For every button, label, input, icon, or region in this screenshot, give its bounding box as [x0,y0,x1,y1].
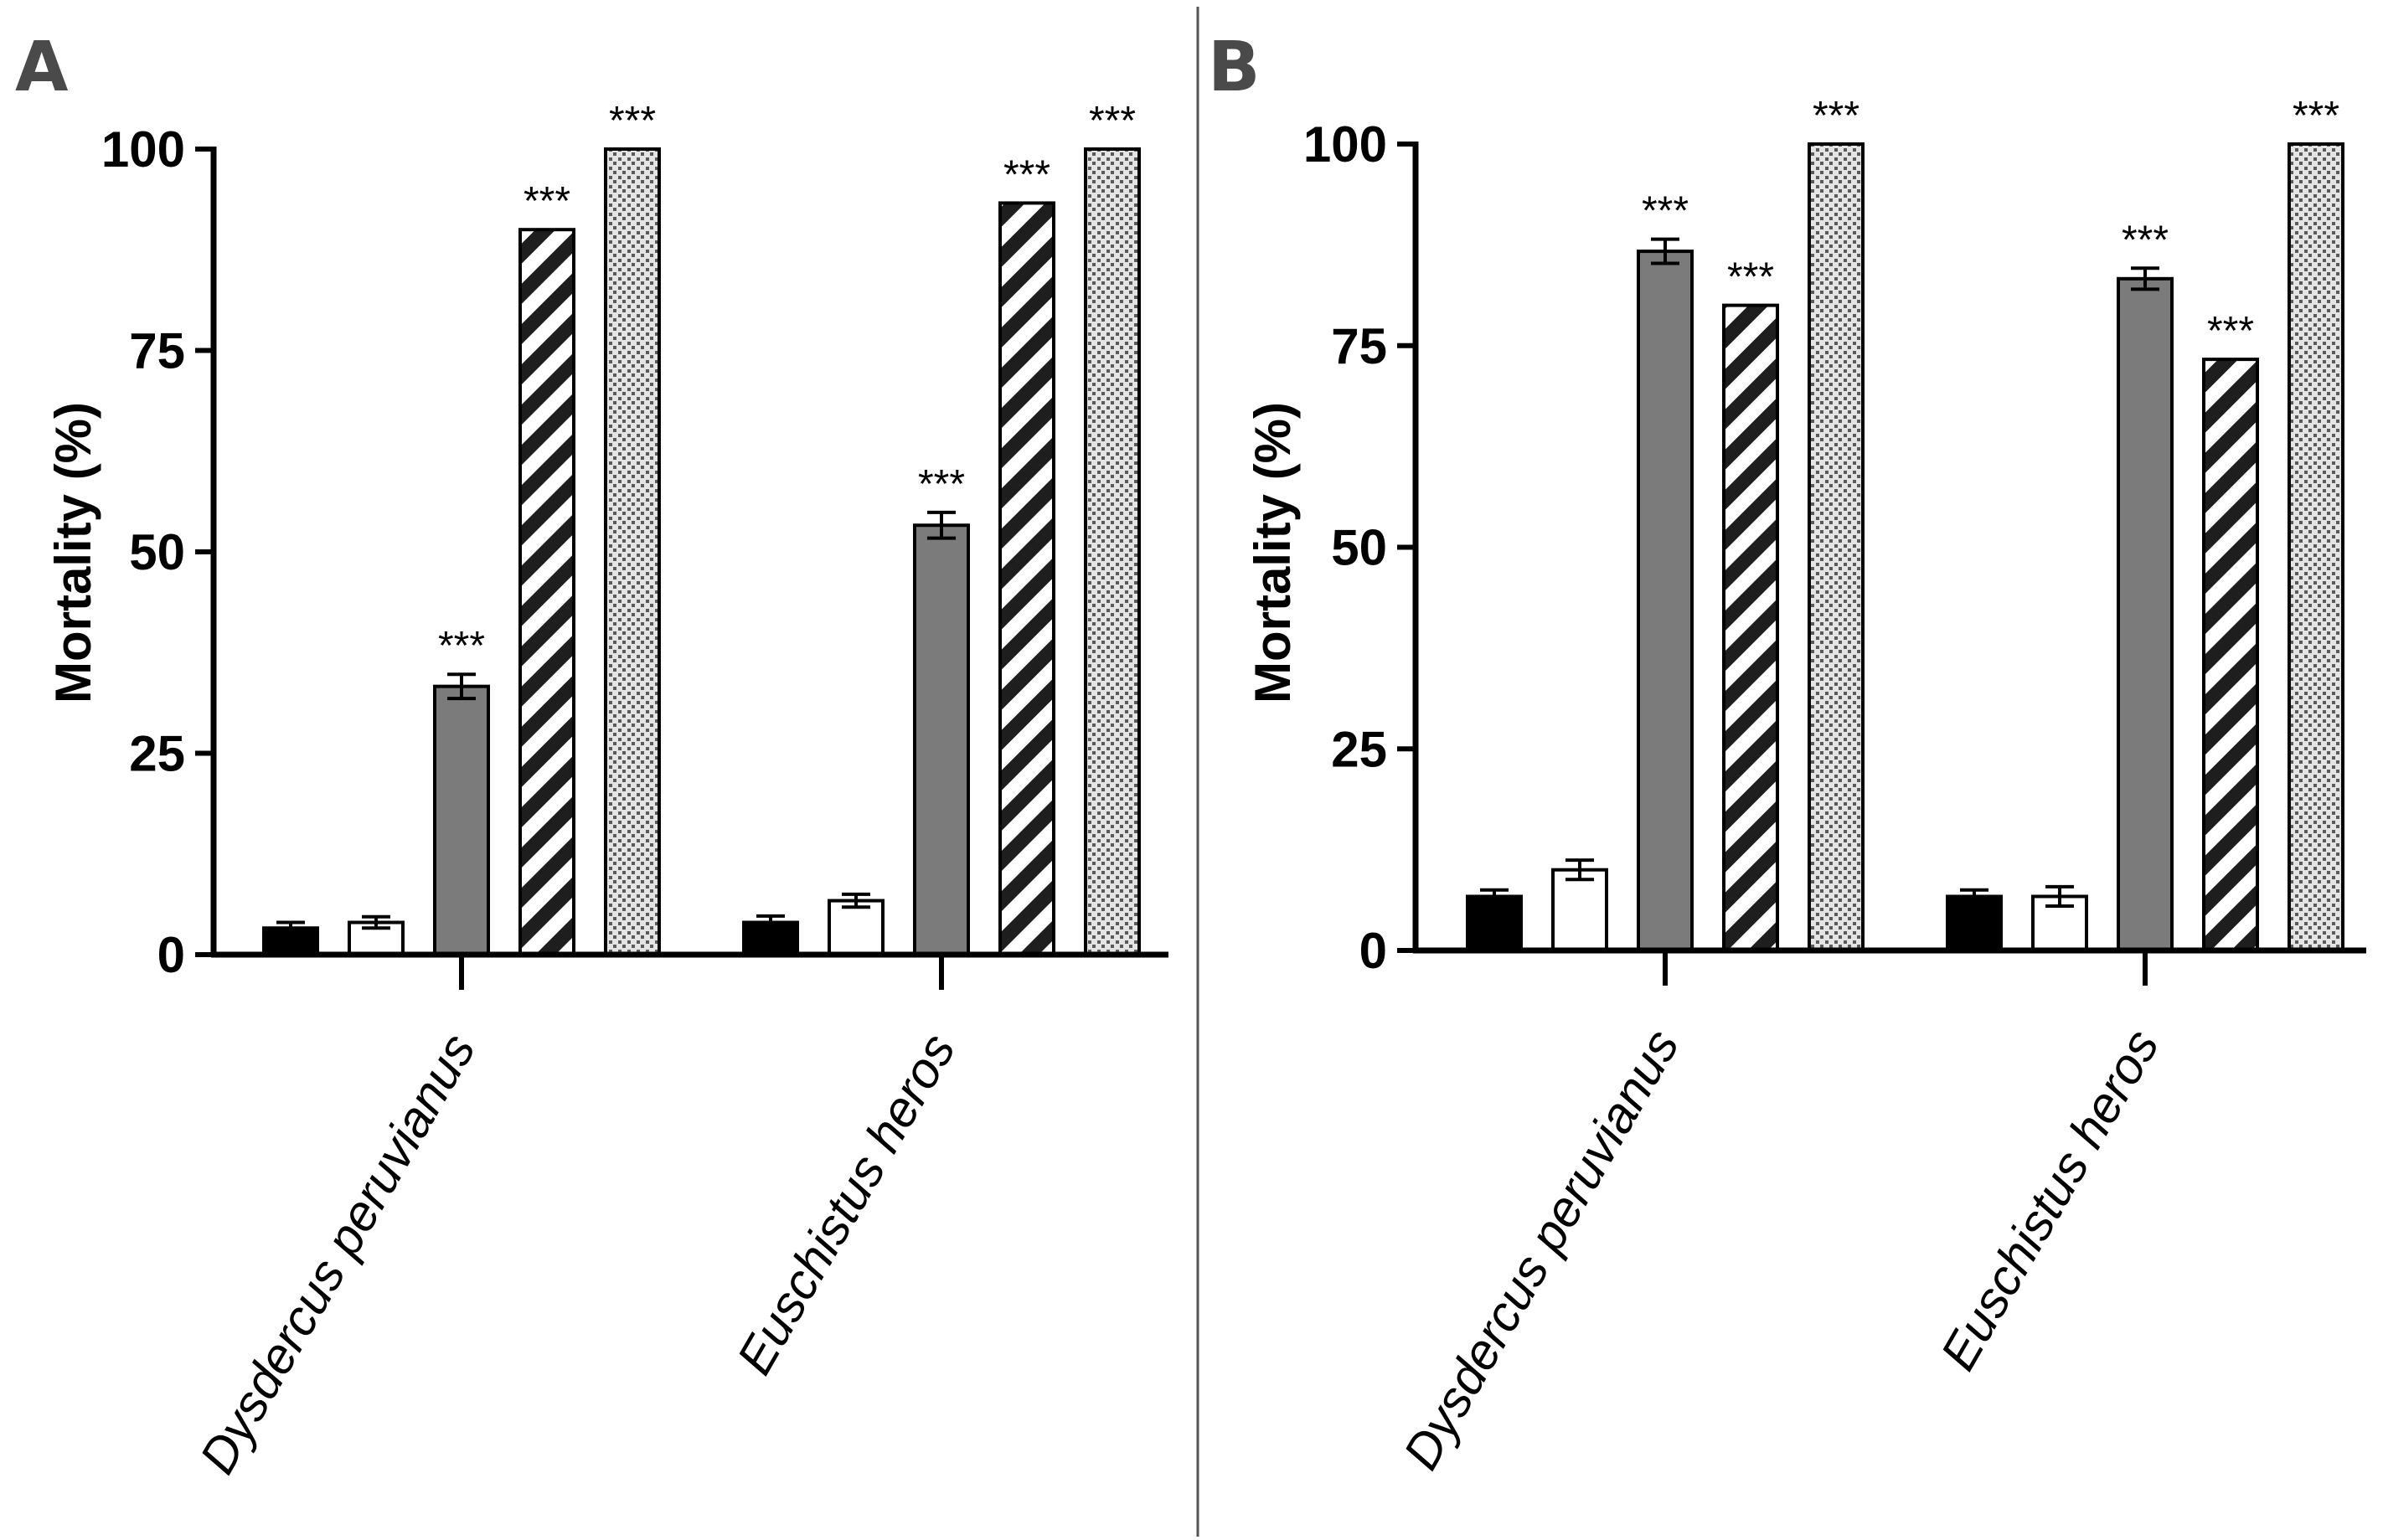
panel-b-bar-white [1551,868,1608,952]
panel-a-bar-gray [433,684,490,956]
panel-a-category-label: Euschistus heros [726,1024,966,1383]
panel-a-y-ticks: 0 25 50 75 100 [101,121,214,983]
panel-b-bar-stripes [2202,358,2259,953]
panel-b-significance-label: *** [2122,218,2169,262]
panel-b-significance-label: *** [2293,94,2339,138]
panel-a-bar-stripes [518,228,575,956]
panel-b-bar-dots [2288,142,2344,952]
panel-a-bars: *** *** *** *** *** *** [262,99,1141,957]
panel-a-axes [210,147,1168,990]
panel-a-category-labels: Dysdercus peruvianus Euschistus heros [188,1024,966,1483]
panel-a-y-tick-label: 100 [101,121,185,178]
panel-b-significance-label: *** [1727,255,1774,300]
panel-b-category-labels: Dysdercus peruvianus Euschistus heros [1392,1020,2169,1479]
panel-a-bar-dots [1084,147,1141,956]
panel-a-y-tick-label: 25 [129,726,185,782]
panel-b-bars: *** *** *** *** *** *** [1466,94,2344,953]
panel-a-y-axis-title: Mortality (%) [45,402,101,703]
panel-b-axes [1412,142,2366,986]
panel-b-bar-gray [2117,276,2174,953]
panel-a-bar-gray [913,523,970,956]
panel-b-y-axis-title: Mortality (%) [1245,402,1301,703]
panel-a-letter: A [15,28,69,107]
panel-b-bar-black [1466,894,1523,952]
panel-b-y-tick-label: 50 [1331,520,1387,576]
panel-a-y-tick-label: 75 [129,323,185,379]
panel-b-y-tick-label: 100 [1303,116,1387,173]
panel-b-bar-dots [1808,142,1865,952]
panel-b-letter: B [1208,28,1261,107]
panel-b-bar-gray [1637,250,1694,953]
panel-a-significance-label: *** [438,624,485,668]
panel-a-significance-label: *** [1089,99,1136,143]
panel-b-y-tick-label: 75 [1331,318,1387,374]
panel-b-category-label: Dysdercus peruvianus [1392,1020,1689,1479]
panel-b-bar-stripes [1722,303,1779,953]
panel-b-significance-label: *** [1642,189,1689,234]
panel-a-y-tick-label: 50 [129,524,185,580]
panel-b-y-ticks: 0 25 50 75 100 [1303,116,1416,979]
panel-a-category-label: Dysdercus peruvianus [188,1024,486,1483]
panel-a-y-tick-label: 0 [157,927,185,983]
panel-b-y-tick-label: 0 [1359,923,1387,979]
panel-a-bar-stripes [998,201,1055,957]
panel-b-significance-label: *** [1813,94,1859,138]
panel-b-bar-black [1946,894,2003,952]
panel-a-significance-label: *** [918,462,965,507]
panel-a-bar-dots [604,147,661,956]
panel-b-significance-label: *** [2207,309,2254,353]
panel-a-significance-label: *** [1003,152,1050,197]
panel-a-significance-label: *** [609,99,656,143]
panel-a-significance-label: *** [524,179,570,224]
panel-b-y-tick-label: 25 [1331,721,1387,777]
panel-b-category-label: Euschistus heros [1930,1020,2169,1379]
